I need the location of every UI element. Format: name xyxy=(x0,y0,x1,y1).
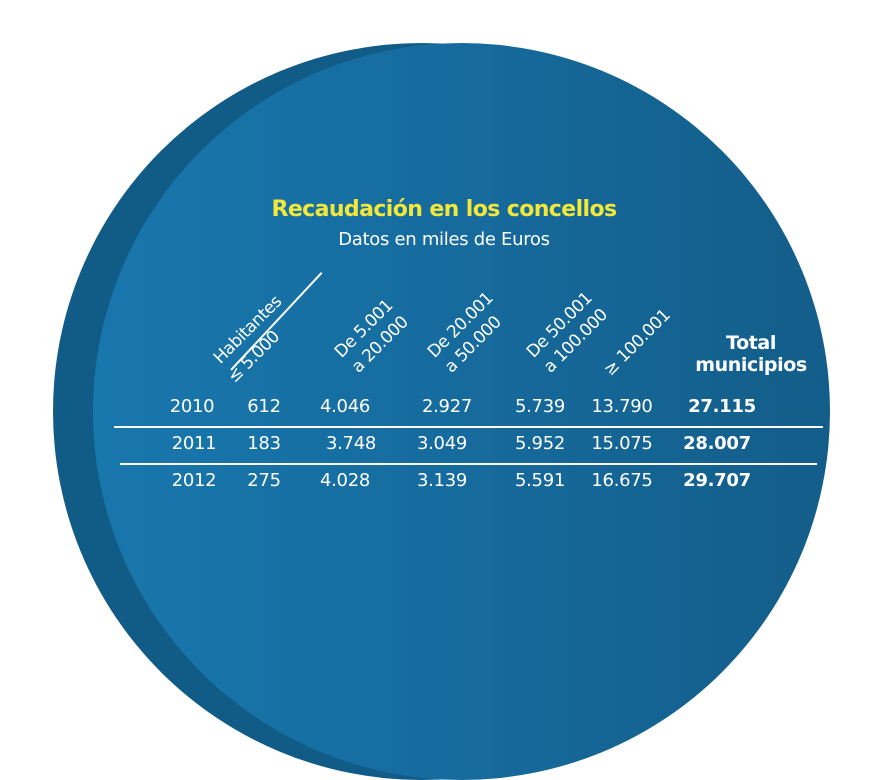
cell-c3: 3.049 xyxy=(416,433,468,454)
cell-c3: 3.139 xyxy=(416,470,468,491)
cell-c4: 5.952 xyxy=(514,433,566,454)
table-row: 2010 612 4.046 2.927 5.739 13.790 27.115 xyxy=(0,396,880,422)
cell-year: 2011 xyxy=(171,433,217,454)
row-divider xyxy=(120,463,817,465)
table-row: 2011 183 3.748 3.049 5.952 15.075 28.007 xyxy=(0,433,880,459)
cell-year: 2010 xyxy=(169,396,215,417)
cell-c5: 15.075 xyxy=(591,433,653,454)
column-header-total-line1: Total xyxy=(726,332,776,354)
chart-subtitle: Datos en miles de Euros xyxy=(338,229,550,250)
cell-total: 28.007 xyxy=(683,433,751,454)
table-row: 2012 275 4.028 3.139 5.591 16.675 29.707 xyxy=(0,470,880,496)
column-header-total-line2: municipios xyxy=(695,354,807,376)
cell-c2: 4.028 xyxy=(319,470,371,491)
chart-title: Recaudación en los concellos xyxy=(271,197,618,222)
cell-total: 27.115 xyxy=(688,396,756,417)
row-divider xyxy=(114,426,823,428)
cell-c1: 275 xyxy=(247,470,281,491)
cell-c4: 5.591 xyxy=(514,470,566,491)
cell-c5: 16.675 xyxy=(591,470,653,491)
cell-c2: 3.748 xyxy=(325,433,377,454)
cell-c1: 183 xyxy=(247,433,281,454)
cell-c5: 13.790 xyxy=(591,396,653,417)
cell-c3: 2.927 xyxy=(421,396,473,417)
cell-total: 29.707 xyxy=(683,470,751,491)
column-header-total: Total municipios xyxy=(686,332,816,376)
cell-c2: 4.046 xyxy=(319,396,371,417)
cell-c4: 5.739 xyxy=(514,396,566,417)
cell-year: 2012 xyxy=(171,470,217,491)
cell-c1: 612 xyxy=(247,396,281,417)
